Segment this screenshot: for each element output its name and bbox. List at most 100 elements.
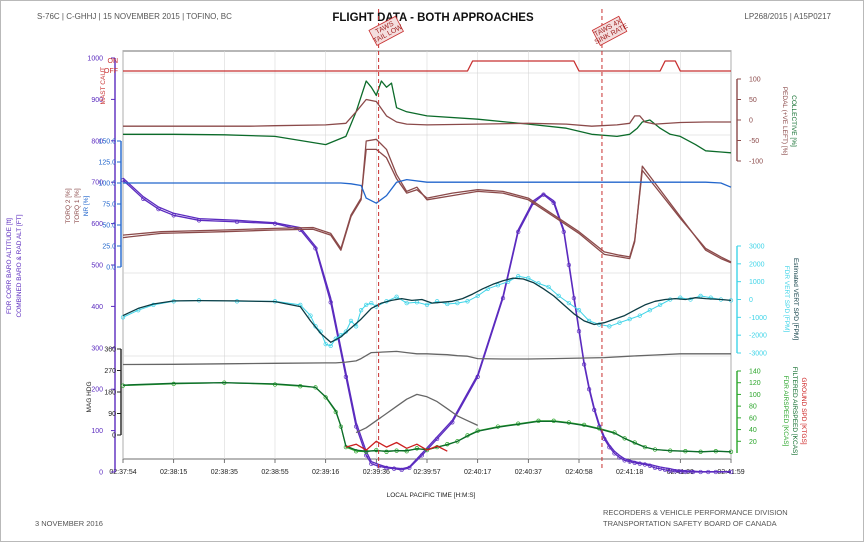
heading-axis-label: MAG HDG xyxy=(86,381,93,412)
pedal-axis-label: COLLECTIVE [%] xyxy=(790,95,797,147)
series-8-point xyxy=(424,302,430,308)
x-tick-label: 02:38:35 xyxy=(211,469,238,476)
series-8-point xyxy=(369,300,374,306)
speed-tick-label: 80 xyxy=(749,404,757,411)
torque_nr-tick-label: 125.0 xyxy=(98,160,116,167)
speed-tick-label: 40 xyxy=(749,427,757,434)
vert_speed-tick-label: 0 xyxy=(749,297,753,304)
speed-tick-label: 120 xyxy=(749,380,761,387)
altitude-tick-label: 0 xyxy=(99,470,103,477)
series-8-point xyxy=(394,294,399,299)
series-8-point xyxy=(348,318,354,324)
series-8-point xyxy=(475,293,480,299)
heading-tick-label: 360 xyxy=(104,347,116,354)
series-0-point xyxy=(384,465,389,471)
altitude-tick-label: 600 xyxy=(91,221,103,228)
vert_speed-tick-label: 1000 xyxy=(749,279,765,286)
x-tick-label: 02:37:54 xyxy=(109,469,136,476)
page-title: FLIGHT DATA - BOTH APPROACHES xyxy=(332,12,534,24)
vert-speed-axis-label: Estimated VERT SPD [FPM] xyxy=(792,258,799,340)
series-4-line xyxy=(123,98,731,127)
altitude-axis-label: FDR CORR BARO ALTITUDE [ft] xyxy=(6,218,13,314)
altitude-tick-label: 800 xyxy=(91,138,103,145)
series-12-point xyxy=(323,395,328,400)
grid xyxy=(122,51,732,459)
pedal_collective-tick-label: 0 xyxy=(749,118,753,125)
series-12-point xyxy=(424,447,430,453)
series-9-line xyxy=(122,277,732,343)
speed-axis-label: FDR AIRSPEED [KCAS] xyxy=(782,376,789,447)
series-0-point xyxy=(690,469,696,475)
x-tick-label: 02:40:58 xyxy=(565,469,592,476)
series-8-point xyxy=(647,308,653,313)
speed-axis-label: GROUND SPD [KTGS] xyxy=(800,377,807,444)
heading-tick-label: 270 xyxy=(104,368,116,375)
x-tick-label: 02:38:15 xyxy=(160,469,187,476)
series-11-line xyxy=(355,393,478,434)
altitude-axis-label: COMBINED BARO & RAD ALT [FT] xyxy=(16,214,23,317)
series-8-point xyxy=(607,324,612,329)
series-8-point xyxy=(455,300,460,306)
pedal_collective-tick-label: -100 xyxy=(749,159,763,166)
series-12-point xyxy=(374,447,379,453)
altitude-tick-label: 1000 xyxy=(87,56,103,63)
series-10-line xyxy=(122,350,731,366)
vert_speed-tick-label: -2000 xyxy=(749,333,767,340)
altitude-tick-label: 100 xyxy=(91,428,103,435)
x-tick-label: 02:41:18 xyxy=(616,469,643,476)
heading-tick-label: 180 xyxy=(104,390,116,397)
series-8-point xyxy=(657,302,663,308)
series-2-line xyxy=(123,60,731,72)
series-12-point xyxy=(414,446,420,451)
speed-tick-label: 60 xyxy=(749,415,757,422)
torque-axis-label: TORQ 1 [%] xyxy=(74,188,81,223)
torque_nr-tick-label: 75.0 xyxy=(102,202,116,209)
series-8-point xyxy=(637,313,642,318)
series-8-point xyxy=(323,341,328,347)
altitude-tick-label: 400 xyxy=(91,304,103,311)
torque_nr-tick-label: 0.0 xyxy=(106,265,116,272)
x-tick-label: 02:39:36 xyxy=(363,469,390,476)
series-8-point xyxy=(526,275,531,281)
vert_speed-tick-label: 2000 xyxy=(749,261,765,268)
torque_nr-tick-label: 25.0 xyxy=(102,244,116,251)
heading-tick-label: 90 xyxy=(108,411,116,418)
header-left: S-76C | C-GHHJ | 15 NOVEMBER 2015 | TOFI… xyxy=(37,12,232,21)
vert-speed-axis-label: FDR VERT SPD [FPM] xyxy=(783,266,790,333)
mast-caution-off: OFF xyxy=(104,68,118,75)
x-tick-label: 02:39:57 xyxy=(413,469,440,476)
series-14-line xyxy=(345,440,448,452)
vert_speed-tick-label: -3000 xyxy=(749,351,767,358)
footer-org-line1: RECORDERS & VEHICLE PERFORMANCE DIVISION xyxy=(603,508,788,517)
axes: 02:37:54 02:38:15 02:38:35 02:38:55 02:39:16… xyxy=(6,56,807,477)
vert_speed-tick-label: -1000 xyxy=(749,315,767,322)
altitude-tick-label: 500 xyxy=(91,263,103,270)
series-8-point xyxy=(308,313,313,318)
torque_nr-tick-label: 150.0 xyxy=(98,139,116,146)
series-8-point xyxy=(465,299,470,304)
footer-date: 3 NOVEMBER 2016 xyxy=(35,519,103,528)
x-tick-label: 02:40:17 xyxy=(464,469,491,476)
altitude-tick-label: 900 xyxy=(91,97,103,104)
vert_speed-tick-label: 3000 xyxy=(749,244,765,251)
series-8-point xyxy=(328,343,333,349)
x-tick-label: 02:40:37 xyxy=(515,469,542,476)
series-8-point xyxy=(617,320,622,325)
series-8-point xyxy=(364,302,369,308)
series-8-point xyxy=(556,293,561,299)
series-8-point xyxy=(358,308,364,313)
speed-axis-label: FILTERED AIRSPEED [KCAS] xyxy=(791,367,798,456)
series-8-point xyxy=(404,300,409,306)
taws-flag-box xyxy=(591,15,628,46)
torque-axis-label: TORQ 2 [%] xyxy=(65,188,72,223)
series-8-point xyxy=(546,284,551,290)
torque_nr-tick-label: 100.0 xyxy=(98,181,116,188)
series-13-line xyxy=(122,382,732,453)
pedal-axis-label: PEDAL (+VE LEFT) [%] xyxy=(781,87,788,156)
speed-tick-label: 140 xyxy=(749,369,761,376)
speed-tick-label: 20 xyxy=(749,439,757,446)
series-7-line xyxy=(123,178,732,204)
